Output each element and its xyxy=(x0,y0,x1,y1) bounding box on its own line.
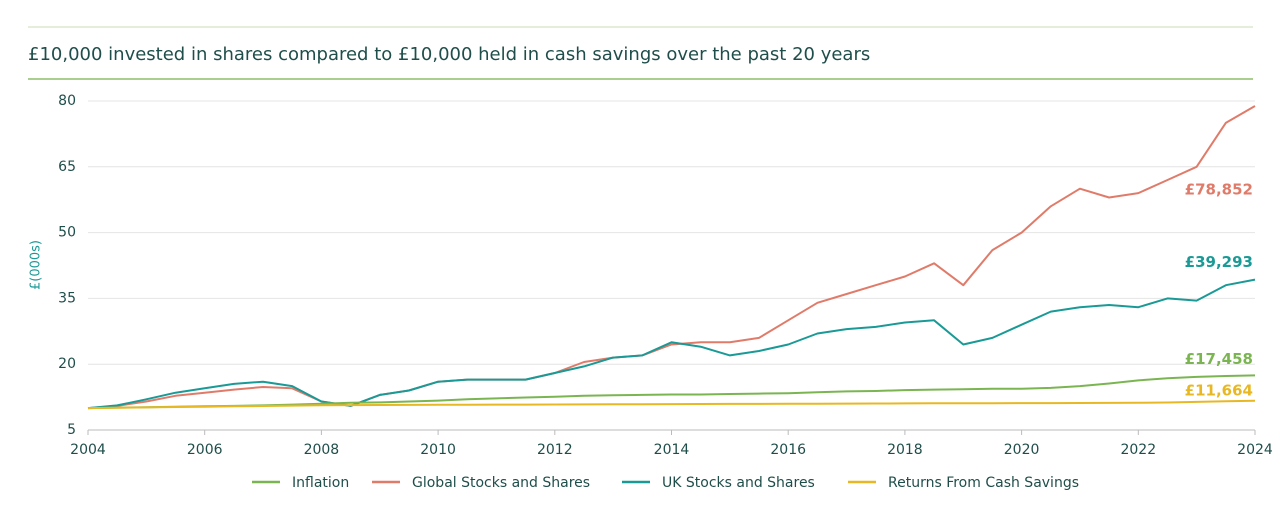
x-tick-label: 2016 xyxy=(770,442,806,458)
x-tick-label: 2008 xyxy=(304,442,340,458)
x-tick-label: 2020 xyxy=(1004,442,1040,458)
legend-label: UK Stocks and Shares xyxy=(662,475,815,491)
x-tick-label: 2010 xyxy=(420,442,456,458)
value-label: £78,852 xyxy=(1185,181,1253,199)
series-line xyxy=(87,399,1256,410)
legend-label: Returns From Cash Savings xyxy=(888,475,1079,491)
x-tick-label: 2014 xyxy=(654,442,690,458)
y-tick-label: 80 xyxy=(58,93,76,109)
x-tick-label: 2018 xyxy=(887,442,923,458)
y-tick-label: 50 xyxy=(58,225,76,241)
value-label: £39,293 xyxy=(1185,253,1253,271)
legend-label: Inflation xyxy=(292,475,349,491)
value-label: £11,664 xyxy=(1185,381,1253,399)
legend-label: Global Stocks and Shares xyxy=(412,475,590,491)
series-line xyxy=(87,278,1256,410)
value-label: £17,458 xyxy=(1185,350,1253,368)
chart-title: £10,000 invested in shares compared to £… xyxy=(28,44,870,65)
x-tick-label: 2006 xyxy=(187,442,223,458)
series-line xyxy=(87,105,1256,410)
x-tick-label: 2004 xyxy=(70,442,106,458)
y-tick-label: 65 xyxy=(58,159,76,175)
x-tick-label: 2024 xyxy=(1237,442,1273,458)
y-tick-label: 5 xyxy=(67,422,76,438)
y-axis-label: £(000s) xyxy=(29,240,44,290)
x-tick-label: 2012 xyxy=(537,442,573,458)
y-tick-label: 20 xyxy=(58,356,76,372)
x-tick-label: 2022 xyxy=(1120,442,1156,458)
y-tick-label: 35 xyxy=(58,290,76,306)
